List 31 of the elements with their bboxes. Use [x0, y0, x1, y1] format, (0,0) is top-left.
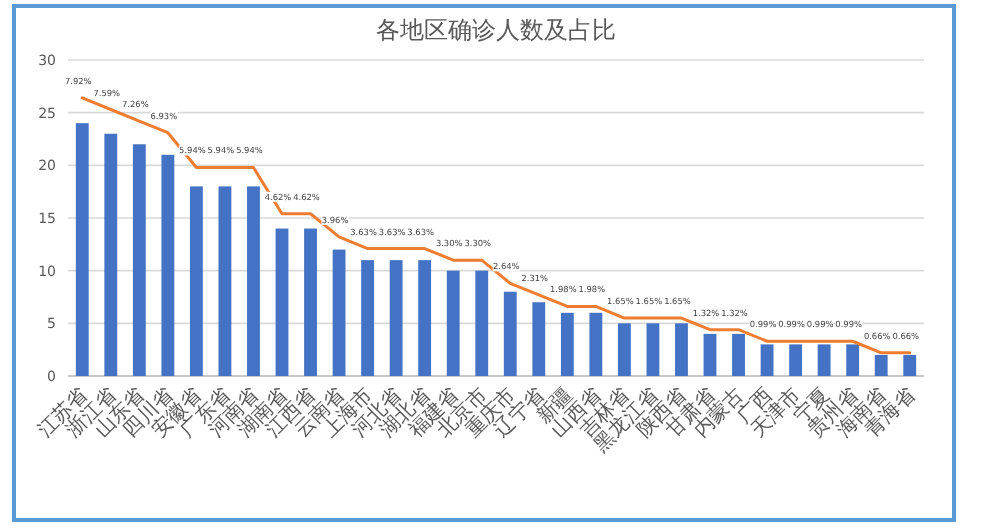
- bar: [617, 323, 631, 376]
- bar: [646, 323, 660, 376]
- bar: [389, 260, 403, 376]
- bar: [503, 291, 517, 376]
- bar: [675, 323, 688, 376]
- bar: [218, 186, 232, 376]
- bar: [874, 354, 888, 376]
- bar: [189, 186, 203, 376]
- bar: [760, 344, 774, 376]
- bar: [418, 260, 432, 376]
- bar: [903, 354, 917, 376]
- bar: [589, 312, 603, 376]
- bar: [475, 270, 489, 376]
- bar: [132, 144, 146, 376]
- bar: [789, 344, 803, 376]
- bar: [161, 154, 175, 376]
- bar: [75, 123, 89, 376]
- bar: [560, 312, 574, 376]
- bar: [104, 133, 118, 376]
- bar: [703, 333, 717, 376]
- bar: [732, 333, 745, 376]
- bar: [817, 344, 831, 376]
- bar: [275, 228, 289, 376]
- bar: [532, 302, 546, 376]
- bar: [304, 228, 317, 376]
- bar: [247, 186, 260, 376]
- bar: [361, 260, 375, 376]
- chart-title: 各地区确诊人数及占比: [376, 16, 616, 44]
- bar: [332, 249, 346, 376]
- bar: [846, 344, 860, 376]
- bar: [446, 270, 460, 376]
